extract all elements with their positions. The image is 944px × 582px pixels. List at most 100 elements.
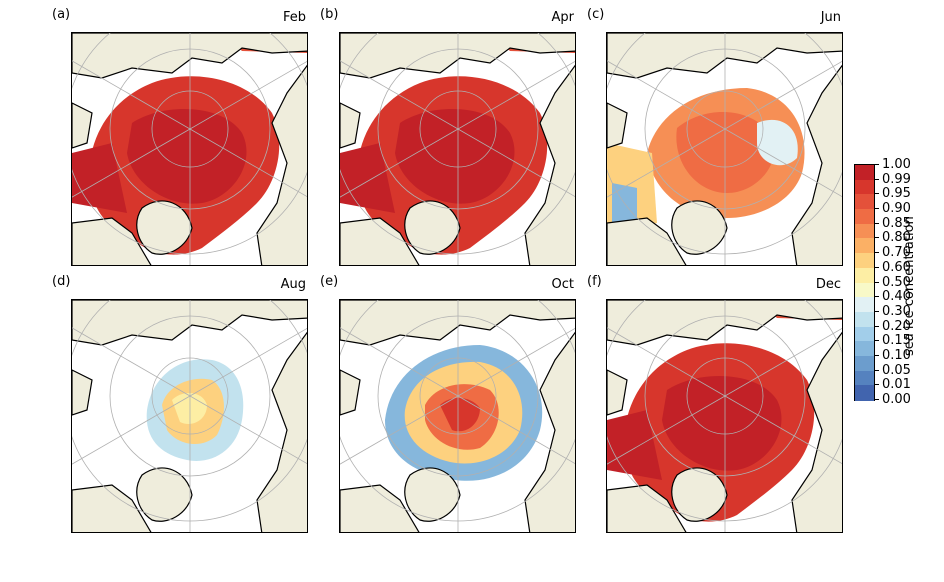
landmass [404, 467, 461, 522]
landmass [340, 217, 420, 265]
landmass [340, 484, 420, 532]
colorbar-tick-label: 0.99 [875, 173, 911, 186]
colorbar-tick-label: 0.15 [875, 334, 911, 347]
panel-label: (e) [320, 274, 339, 289]
colorbar-segment [855, 297, 874, 313]
polar-map-svg [72, 33, 307, 265]
meridian-line [724, 60, 842, 130]
meridian-line [189, 327, 307, 397]
meridian-line [72, 128, 191, 198]
colorbar-tick-label: 0.40 [875, 290, 911, 303]
landmass [136, 200, 193, 255]
landmass [671, 200, 728, 255]
meridian-line [340, 60, 459, 130]
map-panel-feb [71, 32, 308, 266]
polar-map-svg [340, 33, 575, 265]
colorbar-tick-label: 0.60 [875, 261, 911, 274]
meridian-line [340, 327, 459, 397]
colorbar-segment [855, 267, 874, 283]
landmass [340, 33, 575, 79]
landmass [72, 102, 93, 149]
colorbar-segment [855, 179, 874, 195]
meridian-line [189, 128, 307, 198]
colorbar-tick-label: 0.50 [875, 276, 911, 289]
meridian-line [72, 60, 191, 130]
sea-ice-area [440, 397, 480, 432]
panel-label: (a) [52, 7, 71, 22]
colorbar-tick-label: 0.80 [875, 231, 911, 244]
landmass [671, 467, 728, 522]
colorbar-tick-label: 0.30 [875, 305, 911, 318]
meridian-line [457, 60, 575, 130]
landmass [72, 369, 93, 416]
colorbar-tick-label: 0.00 [875, 393, 911, 406]
meridian-line [724, 395, 842, 465]
landmass [136, 467, 193, 522]
landmass [791, 331, 842, 532]
map-panel-dec [606, 299, 843, 533]
colorbar [854, 164, 875, 401]
meridian-line [607, 128, 726, 198]
colorbar-segment [855, 355, 874, 372]
landmass [340, 369, 361, 416]
landmass [791, 64, 842, 265]
panel-label: (f) [587, 274, 602, 289]
polar-map-svg [340, 300, 575, 532]
colorbar-segment [855, 209, 874, 225]
landmass [256, 331, 307, 532]
colorbar-segment [855, 370, 874, 386]
colorbar-tick-label: 0.90 [875, 202, 911, 215]
colorbar-tick-label: 0.20 [875, 320, 911, 333]
sea-ice-area [757, 119, 798, 166]
panel-label: (b) [320, 7, 339, 22]
landmass [404, 200, 461, 255]
landmass [72, 484, 152, 532]
meridian-line [607, 327, 726, 397]
landmass [607, 33, 842, 79]
meridian-line [457, 327, 575, 397]
landmass [524, 331, 575, 532]
meridian-line [340, 395, 459, 465]
colorbar-segment [855, 253, 874, 269]
colorbar-segment [855, 385, 874, 401]
colorbar-title: sea ice concentration [902, 216, 917, 356]
landmass [72, 217, 152, 265]
month-label: Dec [815, 277, 841, 292]
sea-ice-area [662, 376, 782, 471]
map-panel-apr [339, 32, 576, 266]
meridian-line [189, 60, 307, 130]
landmass [340, 300, 575, 346]
colorbar-tick-label: 0.70 [875, 246, 911, 259]
landmass [607, 369, 628, 416]
colorbar-tick-label: 0.85 [875, 217, 911, 230]
sea-ice-area [72, 143, 127, 213]
meridian-line [72, 327, 191, 397]
month-label: Jun [820, 10, 841, 25]
landmass [607, 484, 687, 532]
meridian-line [340, 128, 459, 198]
meridian-line [724, 128, 842, 198]
meridian-line [724, 327, 842, 397]
landmass [607, 217, 687, 265]
sea-ice-area [607, 410, 662, 480]
landmass [607, 300, 842, 346]
map-panel-jun [606, 32, 843, 266]
landmass [524, 64, 575, 265]
polar-map-svg [72, 300, 307, 532]
landmass [607, 102, 628, 149]
map-panel-oct [339, 299, 576, 533]
meridian-line [189, 395, 307, 465]
meridian-line [457, 128, 575, 198]
colorbar-tick-label: 1.00 [875, 158, 911, 171]
landmass [72, 300, 307, 346]
colorbar-segment [855, 165, 874, 181]
polar-map-svg [607, 33, 842, 265]
meridian-line [457, 395, 575, 465]
landmass [72, 33, 307, 79]
colorbar-tick-label: 0.10 [875, 349, 911, 362]
sea-ice-area [127, 109, 247, 204]
landmass [256, 64, 307, 265]
month-label: Feb [282, 10, 306, 25]
meridian-line [607, 60, 726, 130]
colorbar-tick-label: 0.95 [875, 187, 911, 200]
